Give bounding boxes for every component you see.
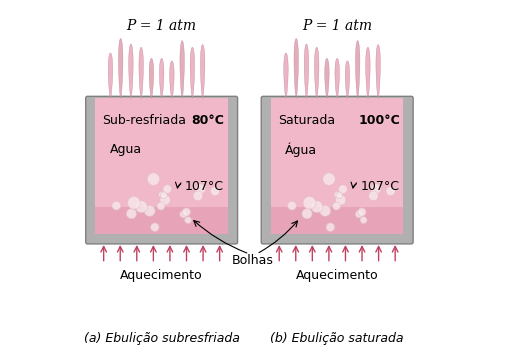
Circle shape bbox=[157, 202, 165, 210]
Circle shape bbox=[368, 191, 378, 201]
Circle shape bbox=[302, 196, 315, 209]
Circle shape bbox=[160, 192, 167, 199]
Text: 107°C: 107°C bbox=[360, 180, 398, 193]
Circle shape bbox=[163, 185, 171, 193]
Circle shape bbox=[301, 209, 312, 219]
Polygon shape bbox=[128, 44, 133, 98]
Text: Agua: Agua bbox=[110, 143, 141, 156]
Circle shape bbox=[210, 187, 219, 196]
Polygon shape bbox=[344, 61, 349, 98]
Polygon shape bbox=[169, 61, 174, 98]
Circle shape bbox=[287, 201, 296, 210]
Circle shape bbox=[357, 208, 365, 216]
Circle shape bbox=[160, 195, 170, 205]
Circle shape bbox=[179, 210, 187, 218]
Text: Aquecimento: Aquecimento bbox=[120, 269, 203, 282]
Text: (b) Ebulição saturada: (b) Ebulição saturada bbox=[270, 332, 403, 345]
Polygon shape bbox=[283, 53, 288, 98]
Polygon shape bbox=[180, 40, 184, 98]
Polygon shape bbox=[355, 40, 359, 98]
Text: Sub-resfriada: Sub-resfriada bbox=[103, 114, 186, 127]
Polygon shape bbox=[108, 53, 113, 98]
Text: Aquecimento: Aquecimento bbox=[295, 269, 378, 282]
Bar bbox=[270, 98, 402, 234]
Circle shape bbox=[325, 223, 334, 231]
Polygon shape bbox=[159, 58, 164, 98]
Text: Saturada: Saturada bbox=[278, 114, 334, 127]
Circle shape bbox=[112, 201, 121, 210]
Text: Bolhas: Bolhas bbox=[232, 254, 273, 267]
Bar bbox=[95, 207, 227, 234]
Polygon shape bbox=[324, 58, 329, 98]
Circle shape bbox=[144, 205, 155, 216]
Circle shape bbox=[126, 209, 136, 219]
Text: P = 1 atm: P = 1 atm bbox=[126, 19, 196, 34]
Text: Água: Água bbox=[285, 143, 317, 157]
Circle shape bbox=[322, 173, 335, 186]
Circle shape bbox=[135, 201, 147, 213]
Text: (a) Ebulição subresfriada: (a) Ebulição subresfriada bbox=[83, 332, 239, 345]
Circle shape bbox=[333, 191, 340, 198]
Circle shape bbox=[332, 202, 340, 210]
Polygon shape bbox=[314, 47, 318, 98]
Text: 80°C: 80°C bbox=[191, 114, 224, 127]
Circle shape bbox=[338, 185, 346, 193]
Circle shape bbox=[360, 217, 367, 223]
Polygon shape bbox=[149, 58, 154, 98]
Circle shape bbox=[127, 196, 140, 209]
Circle shape bbox=[335, 192, 342, 199]
Circle shape bbox=[370, 184, 380, 194]
Circle shape bbox=[147, 173, 160, 186]
Circle shape bbox=[195, 184, 205, 194]
Text: P = 1 atm: P = 1 atm bbox=[301, 19, 372, 34]
Circle shape bbox=[319, 205, 330, 216]
Circle shape bbox=[385, 187, 394, 196]
FancyBboxPatch shape bbox=[261, 96, 412, 244]
Bar bbox=[270, 207, 402, 234]
Polygon shape bbox=[118, 39, 123, 98]
Circle shape bbox=[355, 210, 362, 218]
Text: 107°C: 107°C bbox=[184, 180, 223, 193]
Circle shape bbox=[182, 208, 190, 216]
Bar bbox=[95, 98, 227, 234]
FancyBboxPatch shape bbox=[85, 96, 237, 244]
Circle shape bbox=[158, 191, 165, 198]
Circle shape bbox=[150, 223, 159, 231]
Polygon shape bbox=[139, 47, 143, 98]
Polygon shape bbox=[304, 44, 308, 98]
Circle shape bbox=[335, 195, 345, 205]
Polygon shape bbox=[200, 44, 205, 98]
Polygon shape bbox=[365, 47, 369, 98]
Text: 100°C: 100°C bbox=[358, 114, 399, 127]
Circle shape bbox=[310, 201, 322, 213]
Circle shape bbox=[184, 217, 191, 223]
Polygon shape bbox=[293, 39, 298, 98]
Polygon shape bbox=[190, 47, 194, 98]
Circle shape bbox=[193, 191, 203, 201]
Polygon shape bbox=[375, 44, 380, 98]
Polygon shape bbox=[334, 58, 339, 98]
